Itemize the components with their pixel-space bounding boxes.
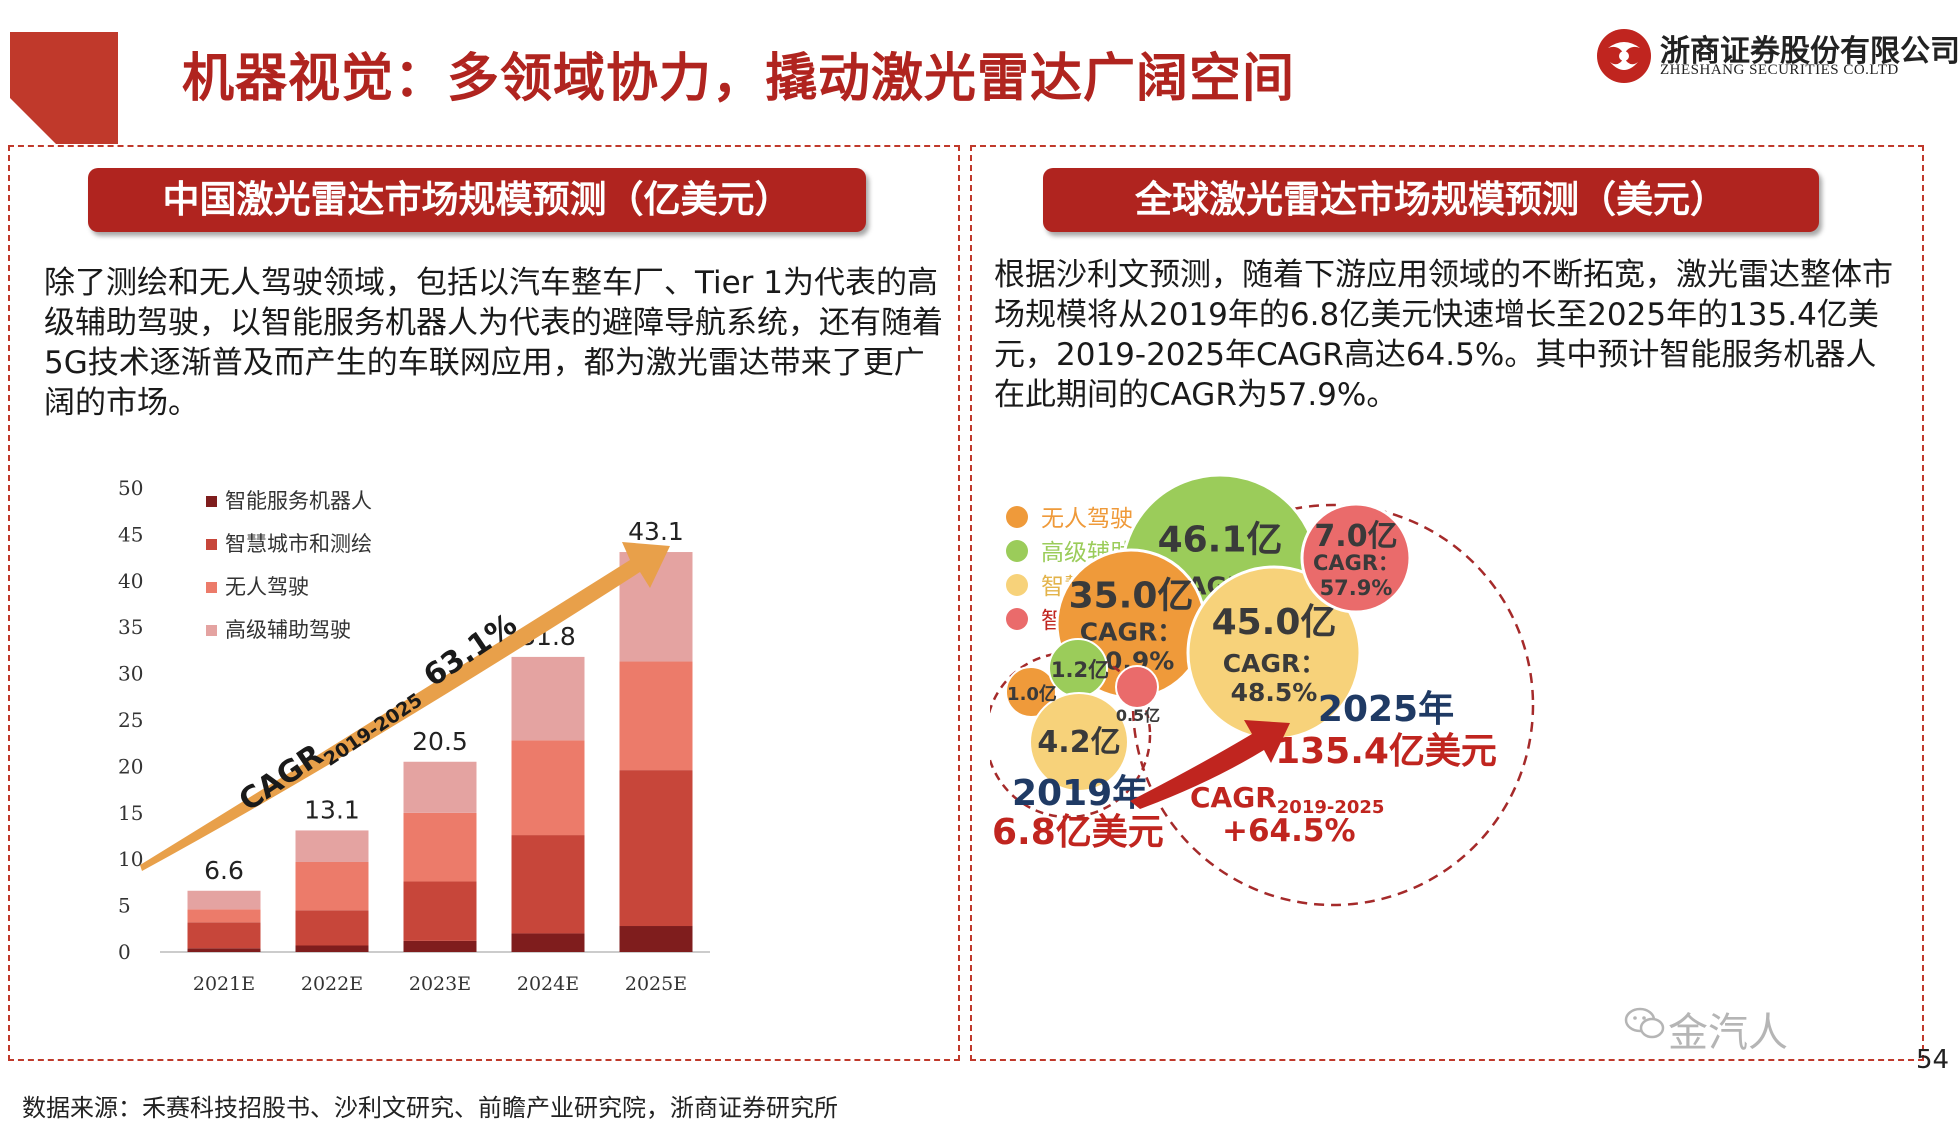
title-accent-notch (10, 98, 56, 144)
overall-cagr-period: 2019-2025 (1277, 797, 1385, 818)
y-tick-label: 20 (118, 754, 143, 778)
legend-label: 高级辅助驾驶 (225, 618, 351, 642)
growth-arrow (1130, 720, 1290, 809)
overall-cagr-prefix: CAGR (1190, 781, 1277, 814)
right-panel-heading: 全球激光雷达市场规模预测（美元） (1043, 168, 1819, 232)
bubble-value-label: 45.0亿 (1212, 602, 1337, 643)
bar-segment (511, 740, 585, 836)
y-tick-label: 15 (118, 801, 143, 825)
bubble-cagr-label: CAGR： (1080, 617, 1182, 646)
bubble-value-label: 46.1亿 (1158, 519, 1283, 560)
cagr-annotation-period: 2019-2025 (320, 689, 427, 771)
bubble-value-label: 35.0亿 (1069, 576, 1194, 617)
y-tick-label: 50 (118, 476, 143, 500)
y-tick-label: 10 (118, 847, 143, 871)
legend-label: 智能服务机器人 (225, 489, 372, 513)
bubble-2025 (1300, 502, 1412, 614)
bar-segment (511, 933, 585, 952)
bar-total-label: 43.1 (628, 517, 684, 546)
legend-dot (1006, 540, 1028, 562)
legend-label: 无人驾驶 (1041, 506, 1133, 532)
bubble-value-label: 7.0亿 (1314, 519, 1397, 554)
bubble-cagr-value: 57.9% (1320, 576, 1393, 600)
bar-segment (511, 656, 585, 741)
y-tick-label: 0 (118, 940, 131, 964)
bar-segment (403, 761, 477, 813)
bar-segment (295, 861, 369, 911)
legend-dot (1006, 608, 1028, 630)
bubble-2019 (1115, 665, 1159, 709)
company-name-cn: 浙商证券股份有限公司 (1660, 34, 1958, 69)
bar-segment (619, 926, 693, 952)
bubble-cagr-label: CAGR： (1223, 649, 1325, 678)
y-tick-label: 30 (118, 662, 143, 686)
x-tick-label: 2022E (301, 973, 363, 995)
year-label-2019: 2019年 (1012, 773, 1148, 814)
total-label-2025: 135.4亿美元 (1275, 731, 1497, 772)
legend-label: 智慧城市和测绘 (225, 532, 372, 556)
right-panel-paragraph: 根据沙利文预测，随着下游应用领域的不断拓宽，激光雷达整体市场规模将从2019年的… (994, 257, 1893, 413)
bar-segment (619, 661, 693, 771)
legend-label: 无人驾驶 (225, 575, 309, 599)
right-panel (970, 145, 1924, 1061)
bar-segment (403, 881, 477, 941)
global-lidar-bubble-chart: 无人驾驶高级辅助驾驶智慧城市和测绘智能服务机器人46.1亿CAGR：83.7%3… (990, 473, 1535, 907)
cagr-arrow (140, 542, 670, 871)
bar-segment (619, 770, 693, 927)
bar-total-label: 6.6 (204, 856, 244, 885)
y-tick-label: 35 (118, 615, 143, 639)
bar-segment (187, 890, 261, 910)
bubble-value-label: 1.0亿 (1007, 683, 1057, 705)
x-tick-label: 2021E (193, 973, 255, 995)
source-note: 数据来源：禾赛科技招股书、沙利文研究、前瞻产业研究院，浙商证券研究所 (22, 1094, 838, 1122)
x-tick-label: 2024E (517, 973, 579, 995)
left-panel-heading: 中国激光雷达市场规模预测（亿美元） (88, 168, 866, 232)
x-tick-label: 2025E (625, 973, 687, 995)
year-label-2025: 2025年 (1318, 689, 1454, 730)
china-lidar-bar-chart: 0 5 10 15 20 25 30 35 40 45 50 6.6 2021E 13.1 2022E 20.… (118, 476, 710, 995)
bar-segment (403, 940, 477, 952)
bar-segment (187, 909, 261, 923)
y-tick-label: 40 (118, 569, 143, 593)
x-tick-label: 2023E (409, 973, 471, 995)
total-label-2019: 6.8亿美元 (992, 812, 1164, 853)
bubble-2019 (1029, 692, 1129, 792)
bar-segment (403, 812, 477, 882)
legend-swatch (206, 582, 217, 593)
bar-segment (295, 910, 369, 946)
bar-segment (295, 945, 369, 952)
bubble-cagr-value: 48.5% (1231, 678, 1318, 707)
bar-segment (511, 835, 585, 934)
legend-swatch (206, 625, 217, 636)
legend-swatch (206, 539, 217, 550)
bubble-cagr-label: CAGR： (1313, 551, 1399, 575)
left-panel-paragraph: 除了测绘和无人驾驶领域，包括以汽车整车厂、Tier 1为代表的高级辅助驾驶，以智… (44, 265, 943, 421)
bar-total-label: 13.1 (304, 795, 360, 824)
bar-segment (187, 922, 261, 949)
y-tick-label: 5 (118, 894, 131, 918)
y-tick-label: 25 (118, 708, 143, 732)
left-panel (8, 145, 960, 1061)
watermark-text: 金汽人 (1668, 1010, 1788, 1056)
bar-total-label: 20.5 (412, 727, 468, 756)
overall-cagr-label: CAGR2019-2025 (1190, 781, 1384, 818)
page-number: 54 (1916, 1045, 1950, 1075)
bubble-2019 (1005, 666, 1057, 718)
bubble-value-label: 0.5亿 (1116, 706, 1160, 725)
bubble-value-label: 1.2亿 (1051, 658, 1109, 682)
overall-cagr-value: +64.5% (1222, 813, 1356, 849)
legend-swatch (206, 496, 217, 507)
slide-title: 机器视觉：多领域协力，撬动激光雷达广阔空间 (182, 49, 1296, 109)
group-outline-2025 (1131, 503, 1535, 907)
y-tick-label: 45 (118, 522, 143, 546)
bar-segment (295, 830, 369, 862)
bar-segment (187, 948, 261, 952)
legend-dot (1006, 506, 1028, 528)
wechat-icon (1624, 1007, 1665, 1039)
company-name-en: ZHESHANG SECURITIES CO.LTD (1660, 62, 1899, 78)
legend-dot (1006, 574, 1028, 596)
bubble-value-label: 4.2亿 (1037, 725, 1120, 760)
zheshang-logo-icon (1597, 29, 1651, 83)
